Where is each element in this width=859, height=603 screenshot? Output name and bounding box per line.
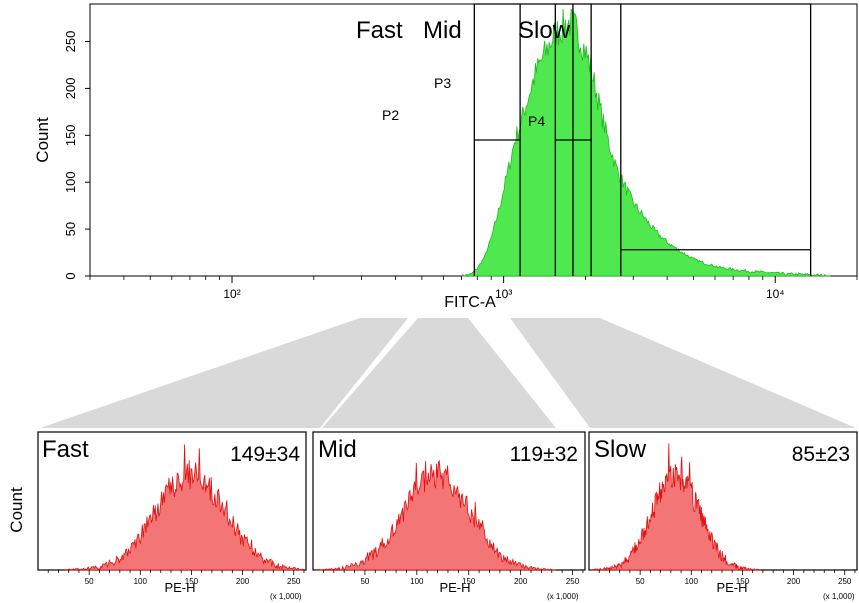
panel-mid-histogram — [315, 459, 557, 571]
x-tick-label: 200 — [236, 577, 250, 586]
main-histogram-area — [460, 8, 832, 277]
region-label-fast: Fast — [356, 17, 403, 44]
panel-fast-title: Fast — [42, 436, 89, 463]
y-tick-label: 250 — [63, 31, 78, 53]
x-axis-ticks: 10²10³10⁴10⁵ — [89, 276, 858, 301]
x-tick-label: 250 — [838, 577, 852, 586]
panel-mid-xlabel: PE-H — [439, 580, 470, 595]
x-tick-label: 150 — [185, 577, 199, 586]
y-tick-label: 150 — [63, 124, 78, 146]
panel-fast-x-unit: (x 1,000) — [270, 592, 302, 601]
x-tick-label: 100 — [410, 577, 424, 586]
panel-mid-x-unit: (x 1,000) — [547, 592, 579, 601]
x-tick-label: 250 — [287, 577, 301, 586]
x-tick-label: 150 — [736, 577, 750, 586]
funnel-slow — [510, 318, 856, 428]
y-tick-label: 50 — [63, 222, 78, 236]
x-tick-label: 50 — [85, 577, 94, 586]
y-tick-label: 200 — [63, 78, 78, 100]
gate-to-panel-connectors — [40, 318, 856, 428]
region-label-mid: Mid — [423, 17, 462, 44]
x-tick-label: 200 — [787, 577, 801, 586]
main-plot-frame — [89, 3, 858, 277]
x-tick-label: 250 — [566, 577, 580, 586]
x-tick-label: 10³ — [495, 287, 512, 301]
x-axis-label: FITC-A — [444, 294, 496, 311]
panel-mid-x-ticks: 50 100 150 200 250 — [322, 570, 584, 586]
panel-fast-histogram — [65, 444, 305, 571]
panel-slow: 50 100 150 200 250 Slow 85±23 PE-H (x 1,000) — [588, 431, 858, 601]
x-tick-label: 10⁴ — [766, 287, 785, 301]
panel-slow-histogram — [591, 443, 761, 572]
y-tick-label: 0 — [63, 272, 78, 279]
gate-label-p3: P3 — [434, 75, 451, 91]
panel-slow-xlabel: PE-H — [716, 580, 747, 595]
panel-mid: 50 100 150 200 250 Mid 119±32 PE-H (x 1,000) — [312, 431, 586, 601]
panel-slow-x-unit: (x 1,000) — [823, 592, 855, 601]
funnel-mid — [322, 318, 556, 428]
y-axis-label: Count — [33, 117, 52, 163]
funnel-fast — [40, 318, 408, 428]
x-tick-label: 50 — [636, 577, 645, 586]
x-tick-label: 10² — [223, 287, 240, 301]
x-tick-label: 150 — [462, 577, 476, 586]
panel-fast-stat: 149±34 — [230, 443, 300, 466]
panel-mid-stat: 119±32 — [510, 443, 578, 466]
panel-fast: 50 100 150 200 250 Fast 149±34 PE-H (x 1,000… — [37, 431, 307, 601]
y-tick-label: 100 — [63, 171, 78, 193]
x-tick-label: 200 — [514, 577, 528, 586]
y-axis-ticks: 0 50 100 150 200 250 — [63, 31, 90, 280]
x-tick-label: 100 — [685, 577, 699, 586]
panel-fast-x-ticks: 50 100 150 200 250 — [47, 570, 305, 586]
x-tick-label: 100 — [134, 577, 148, 586]
gate-label-p4: P4 — [528, 113, 545, 129]
panel-slow-stat: 85±23 — [792, 443, 850, 466]
sub-y-axis-label: Count — [7, 487, 26, 533]
gate-boxes — [473, 3, 812, 276]
panel-fast-xlabel: PE-H — [164, 580, 195, 595]
region-label-slow: Slow — [518, 17, 571, 44]
x-tick-label: 50 — [360, 577, 369, 586]
panel-mid-title: Mid — [318, 436, 357, 463]
panel-slow-x-ticks: 50 100 150 200 250 — [598, 570, 856, 586]
gate-label-p2: P2 — [382, 107, 399, 123]
panel-slow-title: Slow — [594, 436, 647, 463]
